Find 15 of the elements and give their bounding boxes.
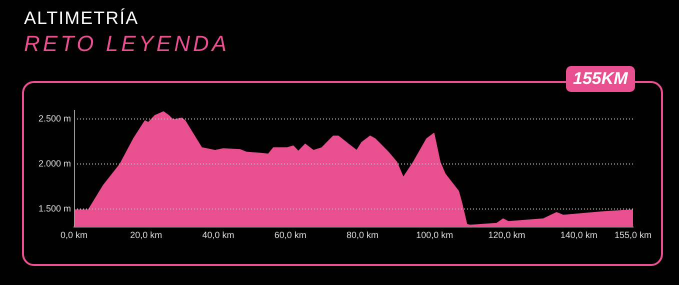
x-tick-label: 0,0 km [60,230,88,240]
x-tick-label: 120,0 km [488,230,526,240]
chart-subtitle: RETO LEYENDA [24,31,230,57]
x-tick-label: 80,0 km [346,230,379,240]
x-tick-label: 60,0 km [274,230,306,240]
y-tick-label: 1.500 m [38,203,71,214]
y-tick-label: 2.000 m [38,158,71,168]
x-tick-label: 20,0 km [130,230,162,240]
x-tick-label: 155,0 km [614,230,652,240]
x-tick-label: 140,0 km [560,230,598,240]
chart-title: ALTIMETRÍA [24,8,139,29]
text: 155KM [566,66,635,92]
x-tick-label: 100,0 km [416,230,454,240]
y-tick-label: 2.500 m [38,113,71,124]
x-tick-label: 40,0 km [202,230,234,240]
